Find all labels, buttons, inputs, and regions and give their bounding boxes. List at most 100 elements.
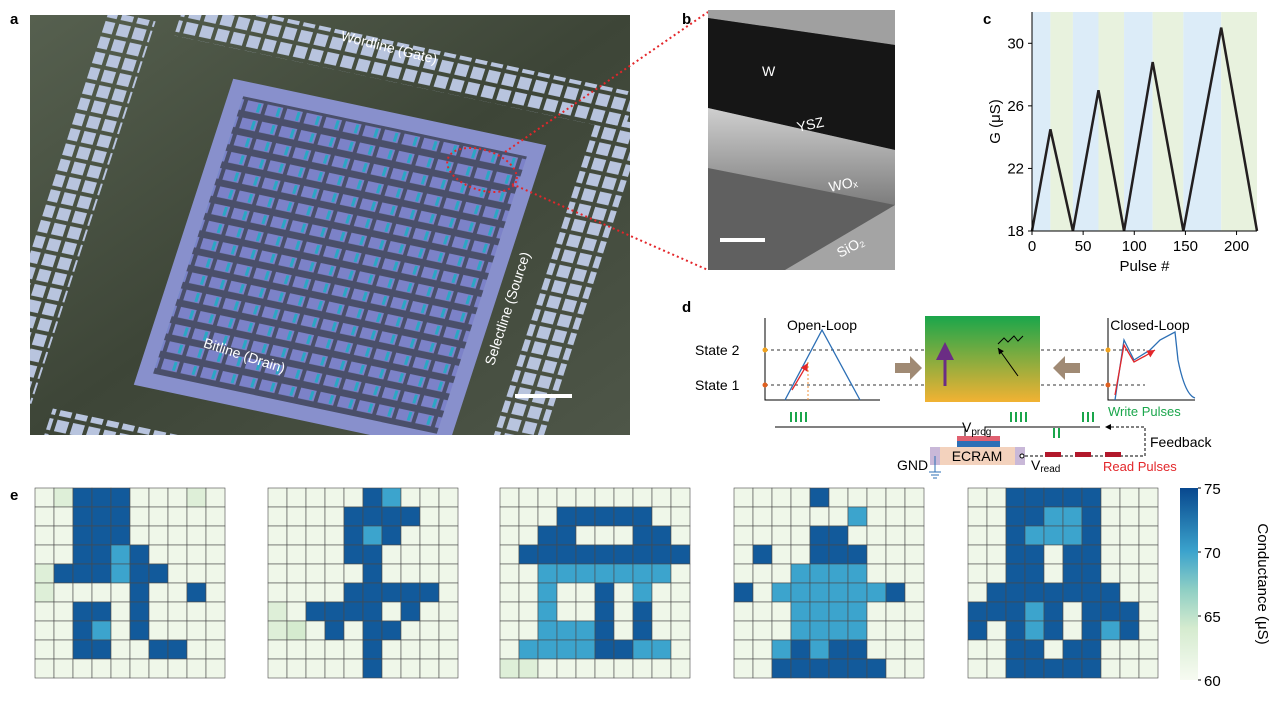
heatmap-cell: [54, 583, 73, 602]
heatmap-cell: [149, 621, 168, 640]
heatmap-cell: [968, 621, 987, 640]
heatmap-cell: [772, 583, 791, 602]
heatmap-cell: [500, 526, 519, 545]
heatmap-cell: [268, 564, 287, 583]
heatmap-cell: [1120, 507, 1139, 526]
heatmap-cell: [73, 526, 92, 545]
heatmap-cell: [576, 583, 595, 602]
heatmap-cell: [595, 545, 614, 564]
heatmap-cell: [439, 488, 458, 507]
heatmap-cell: [420, 621, 439, 640]
band: [1153, 12, 1184, 231]
heatmap-cell: [1101, 488, 1120, 507]
heatmap-cell: [54, 507, 73, 526]
heatmap-cell: [557, 507, 576, 526]
heatmap-cell: [382, 583, 401, 602]
heatmap-cell: [168, 602, 187, 621]
heatmap-cell: [1139, 545, 1158, 564]
heatmap-cell: [1139, 564, 1158, 583]
heatmap-cell: [1025, 526, 1044, 545]
terminal: [1020, 454, 1024, 458]
heatmap-cell: [1063, 545, 1082, 564]
heatmap-cell: [268, 640, 287, 659]
heatmap-cell: [1044, 526, 1063, 545]
heatmap-cell: [905, 621, 924, 640]
heatmap-cell: [1006, 602, 1025, 621]
heatmap-cell: [1044, 659, 1063, 678]
heatmap-cell: [268, 507, 287, 526]
heatmap-cell: [1025, 564, 1044, 583]
heatmap-cell: [325, 526, 344, 545]
label: Read Pulses: [1103, 459, 1177, 474]
heatmap-cell: [829, 564, 848, 583]
heatmap-cell: [652, 621, 671, 640]
heatmap-cell: [1063, 526, 1082, 545]
heatmap-cell: [519, 507, 538, 526]
heatmap-cell: [54, 545, 73, 564]
heatmap-cell: [829, 602, 848, 621]
heatmap-cell: [1120, 659, 1139, 678]
heatmap-cell: [867, 564, 886, 583]
heatmap-cell: [905, 545, 924, 564]
heatmap-cell: [168, 507, 187, 526]
heatmap-cell: [92, 545, 111, 564]
heatmap-cell: [168, 488, 187, 507]
heatmap-cell: [968, 659, 987, 678]
heatmap-cell: [382, 564, 401, 583]
panel-label: e: [10, 487, 18, 504]
heatmap-cell: [810, 659, 829, 678]
heatmap-cell: [344, 526, 363, 545]
heatmap-cell: [886, 526, 905, 545]
heatmap-cell: [420, 488, 439, 507]
heatmap-cell: [614, 507, 633, 526]
heatmap-cell: [287, 602, 306, 621]
heatmap-cell: [130, 621, 149, 640]
heatmap-cell: [557, 545, 576, 564]
heatmap-cell: [168, 640, 187, 659]
heatmap-cell: [1101, 545, 1120, 564]
heatmap-cell: [772, 564, 791, 583]
feedback-wire: [1025, 427, 1145, 456]
heatmap-cell: [810, 640, 829, 659]
heatmap-cell: [753, 602, 772, 621]
heatmap-cell: [420, 583, 439, 602]
heatmap-cell: [401, 545, 420, 564]
heatmap-cell: [73, 659, 92, 678]
heatmap-cell: [187, 640, 206, 659]
heatmap-cell: [1101, 583, 1120, 602]
heatmap-cell: [829, 526, 848, 545]
heatmap-cell: [886, 488, 905, 507]
heatmap-cell: [886, 640, 905, 659]
heatmap-cell: [772, 621, 791, 640]
heatmap-cell: [35, 526, 54, 545]
heatmap-cell: [576, 488, 595, 507]
heatmap-cell: [92, 564, 111, 583]
heatmap-cell: [325, 488, 344, 507]
heatmap-cell: [401, 659, 420, 678]
heatmap-cell: [1120, 640, 1139, 659]
x-axis-label: Pulse #: [1119, 258, 1170, 275]
heatmap-cell: [363, 640, 382, 659]
heatmap-cell: [753, 640, 772, 659]
heatmap-cell: [848, 659, 867, 678]
heatmap-cell: [206, 526, 225, 545]
heatmap-cell: [363, 621, 382, 640]
heatmap-cell: [382, 488, 401, 507]
label: Vprog: [962, 419, 991, 438]
heatmap-cell: [54, 621, 73, 640]
label: State 1: [695, 377, 740, 393]
heatmap-cell: [206, 640, 225, 659]
heatmap-cell: [35, 583, 54, 602]
heatmap-cell: [1082, 564, 1101, 583]
heatmap-cell: [538, 488, 557, 507]
heatmap-cell: [1101, 564, 1120, 583]
heatmap-cell: [1082, 507, 1101, 526]
heatmap-cell: [772, 488, 791, 507]
heatmap-cell: [519, 659, 538, 678]
heatmap-cell: [987, 488, 1006, 507]
heatmap-cell: [1063, 621, 1082, 640]
heatmap-cell: [633, 526, 652, 545]
heatmap-cell: [810, 545, 829, 564]
heatmap-cell: [829, 545, 848, 564]
heatmap-cell: [987, 659, 1006, 678]
